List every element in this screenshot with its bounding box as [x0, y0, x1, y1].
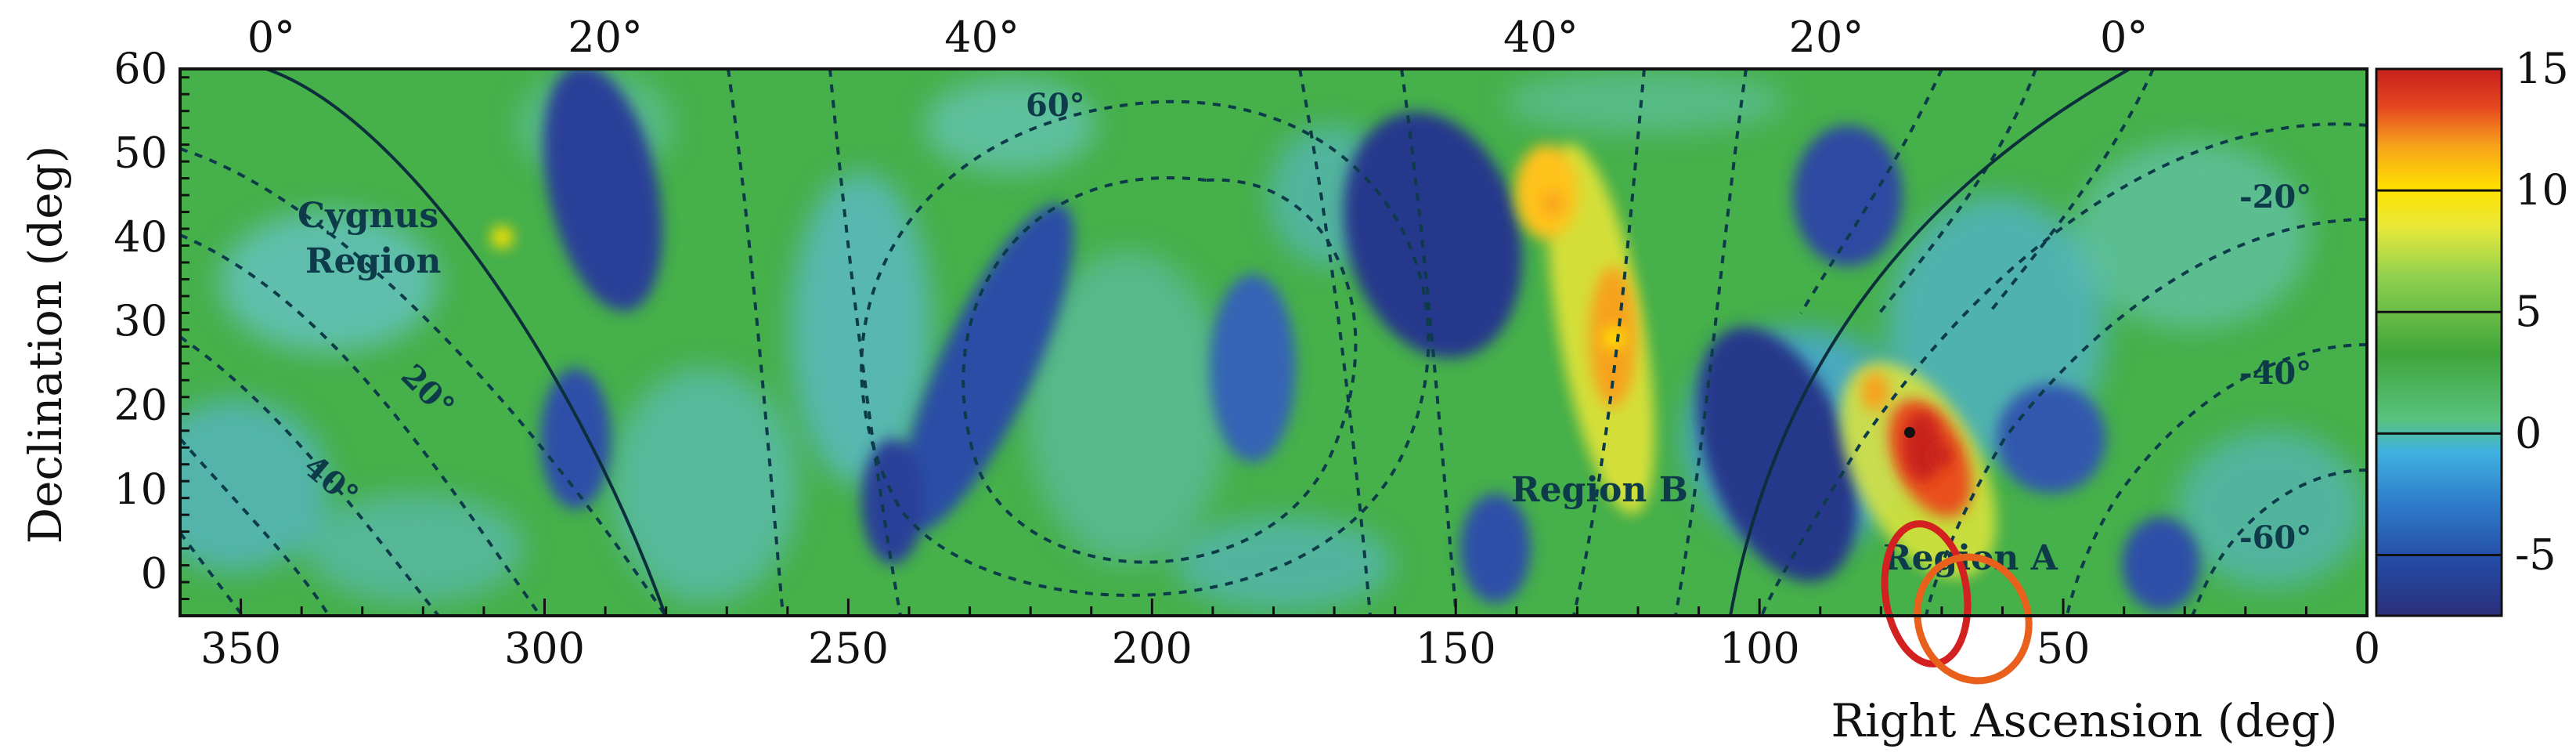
y-tick-label: 30	[114, 296, 168, 345]
background-texture	[180, 71, 2365, 611]
hotspot	[1602, 327, 1625, 349]
x-tick-label: 200	[1112, 624, 1192, 673]
x-tick-label: 50	[2037, 624, 2091, 673]
contour-label-minus40: -40°	[2239, 355, 2311, 392]
y-tick-label: 20	[114, 381, 168, 430]
colorbar-tick-label: 5	[2515, 287, 2542, 336]
source-dot	[1904, 427, 1915, 438]
x-tick-label: 150	[1416, 624, 1496, 673]
x-axis-label: Right Ascension (deg)	[1831, 694, 2337, 747]
contour-label-minus60: -60°	[2239, 519, 2311, 556]
galactic-longitude-label: 20°	[1789, 13, 1864, 62]
galactic-longitude-label: 40°	[1503, 13, 1578, 62]
region-label-b: Region B	[1511, 470, 1688, 510]
y-axis-label: Declination (deg)	[19, 146, 72, 544]
hotspot-layer	[491, 192, 1953, 467]
minor-ticks	[179, 76, 2369, 617]
contour-label-60: 60°	[1026, 87, 1085, 124]
y-tick-label: 10	[114, 465, 168, 514]
colorbar-tick-label: -5	[2515, 530, 2556, 579]
region-label-cygnus-line2: Region	[305, 241, 441, 281]
contour-label-minus20: -20°	[2239, 179, 2311, 215]
error-ellipses	[1881, 520, 2033, 685]
colorbar-tick-label: 10	[2515, 165, 2569, 215]
hotspot	[1542, 192, 1564, 215]
galactic-longitude-labels: 0° 20° 40° 40° 20° 0°	[247, 13, 2148, 62]
x-tick-label: 350	[200, 624, 281, 673]
region-label-cygnus-line1: Cygnus	[298, 196, 438, 236]
hotspot	[491, 226, 514, 248]
x-tick-labels: 350 300 250 200 150 100 50 0	[200, 624, 2380, 673]
x-tick-label: 0	[2354, 624, 2380, 673]
galactic-longitude-label: 0°	[247, 13, 295, 62]
colorbar-tick-label: 0	[2515, 408, 2542, 458]
x-tick-label: 100	[1719, 624, 1800, 673]
colorbar-tick-label: 15	[2515, 44, 2569, 93]
galactic-plane-curves	[265, 69, 2130, 616]
colorbar-ticks: 15 10 5 0 -5	[2376, 44, 2569, 579]
x-tick-label: 250	[808, 624, 889, 673]
error-ellipse-orange	[1914, 553, 2033, 685]
colorbar-gradient	[2375, 67, 2503, 617]
hotspot	[1930, 444, 1953, 467]
colorbar: 15 10 5 0 -5	[2375, 44, 2569, 617]
galactic-longitude-label: 40°	[944, 13, 1019, 62]
galactic-latitude-contours	[180, 69, 2367, 616]
y-tick-labels: 0 10 20 30 40 50 60	[114, 44, 168, 598]
galactic-longitude-label: 0°	[2100, 13, 2148, 62]
galactic-longitude-label: 20°	[568, 13, 643, 62]
y-tick-label: 50	[114, 128, 168, 177]
x-tick-label: 300	[504, 624, 585, 673]
y-tick-label: 40	[114, 212, 168, 262]
significance-map: 60° 20° 40° -20° -40° -60° Cygnus Region…	[180, 69, 2367, 616]
y-tick-label: 60	[114, 44, 168, 93]
y-tick-label: 0	[141, 548, 168, 598]
